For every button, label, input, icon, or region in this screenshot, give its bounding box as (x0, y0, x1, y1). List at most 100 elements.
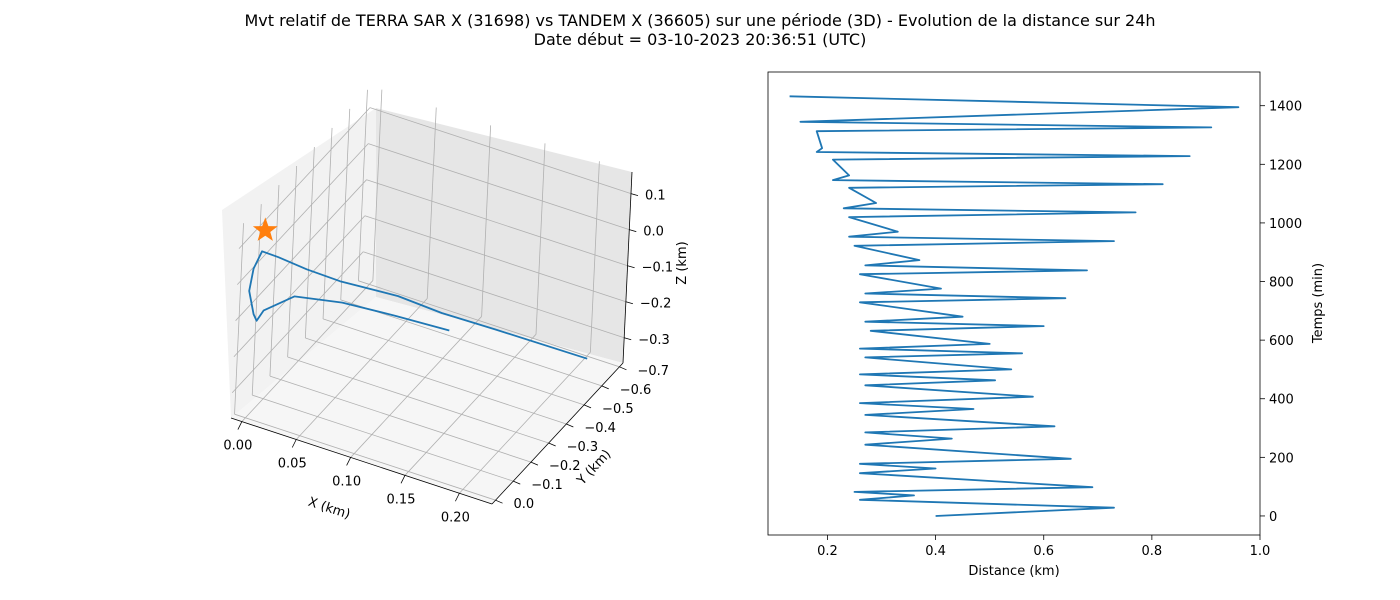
grid-line-y (287, 356, 549, 444)
z-axis-label-3d: Z (km) (675, 241, 690, 284)
pane-floor (231, 297, 623, 504)
grid-line-x (350, 316, 482, 458)
z-tick-label: −0.3 (638, 333, 670, 348)
x-tick-mark (237, 421, 243, 430)
x-tick-label: 0.6 (1033, 544, 1054, 559)
y-tick-label: −0.1 (531, 478, 563, 493)
plot-frame (767, 71, 1261, 536)
x-axis-line (230, 417, 493, 505)
grid-line-z (231, 251, 364, 394)
grid-line-y (358, 280, 620, 368)
grid-line-z (233, 215, 366, 358)
y-tick-label: −0.5 (602, 402, 634, 417)
x-tick-label: 0.8 (1142, 544, 1163, 559)
z-tick-label: 0.1 (645, 189, 666, 204)
pane-left (222, 108, 376, 418)
x-tick-mark (291, 439, 297, 448)
y-tick-label: 800 (1269, 276, 1294, 291)
grid-line-x (481, 125, 492, 317)
z-tick-mark (624, 337, 632, 341)
grid-line-y (358, 89, 368, 281)
grid-line-z (369, 107, 632, 195)
y-tick-label: 400 (1269, 393, 1294, 408)
grid-3d (231, 89, 632, 501)
y-tick-mark (513, 480, 521, 485)
x-tick-label: 0.4 (925, 544, 946, 559)
z-tick-mark (627, 265, 635, 269)
y-tick-label: −0.7 (637, 364, 669, 379)
grid-line-z (236, 143, 369, 285)
plot-3d: 0.00 0.05 0.10 0.15 0.20 0.0 −0.1 −0.2 −0.3 −0.4 −… (222, 89, 690, 526)
pane-back (376, 108, 632, 363)
grid-line-y (340, 108, 351, 300)
grid-line-y (234, 223, 244, 415)
grid-line-z (363, 251, 625, 339)
y-tick-label: −0.3 (567, 440, 599, 455)
ticks-3d: 0.00 0.05 0.10 0.15 0.20 0.0 −0.1 −0.2 −0.3 −0.4 −… (223, 189, 673, 526)
grid-line-x (404, 334, 537, 476)
ticks-2d: 0.2 0.4 0.6 0.8 1.0 0 200 400 600 800 1000 1200 1400 (817, 100, 1302, 559)
grid-line-z (235, 179, 367, 321)
plot-2d: 0.2 0.4 0.6 0.8 1.0 0 200 400 600 800 1000 1200 1400… (767, 71, 1326, 579)
z-tick-label: −0.1 (642, 261, 674, 276)
x-axis-label-3d: X (km) (306, 495, 352, 523)
grid-line-x (295, 298, 428, 440)
grid-line-x (535, 143, 546, 335)
y-tick-mark (619, 366, 627, 371)
grid-line-z (368, 143, 630, 231)
x-tick-mark (455, 493, 460, 502)
y-tick-label: 0.0 (514, 497, 535, 512)
grid-line-y (322, 127, 333, 319)
grid-line-y (322, 318, 585, 406)
y-axis-label-2d: Temps (min) (1311, 263, 1326, 344)
x-tick-label: 0.20 (441, 510, 470, 525)
grid-line-y (252, 394, 514, 482)
grid-line-y (340, 299, 602, 387)
series-2d (789, 95, 1240, 517)
figure-title-line1: Mvt relatif de TERRA SAR X (31698) vs TA… (244, 11, 1156, 30)
y-tick-label: 1400 (1269, 100, 1302, 115)
y-tick-mark (495, 499, 503, 504)
grid-line-x (589, 161, 600, 353)
y-axis-line (491, 362, 624, 505)
x-tick-label: 0.2 (817, 544, 838, 559)
grid-line-y (234, 413, 496, 501)
grid-line-y (269, 375, 532, 463)
grid-line-y (287, 166, 298, 358)
y-tick-mark (583, 404, 592, 409)
x-tick-label: 0.15 (387, 492, 416, 507)
series-line-3d (248, 250, 588, 360)
x-axis-label-2d: Distance (km) (968, 564, 1059, 579)
grid-line-y (305, 337, 567, 425)
z-axis-line (622, 171, 633, 364)
series-line-2d (789, 95, 1240, 517)
y-tick-mark (530, 461, 539, 466)
x-tick-label: 0.05 (278, 457, 307, 472)
axis-lines-3d (230, 171, 633, 505)
y-tick-label: 200 (1269, 451, 1294, 466)
y-tick-label: −0.6 (620, 383, 652, 398)
grid-line-z (238, 107, 371, 249)
y-tick-label: 1000 (1269, 217, 1302, 232)
grid-line-x (426, 107, 437, 299)
grid-line-x (372, 89, 383, 281)
x-tick-mark (400, 475, 406, 484)
x-tick-mark (346, 457, 351, 466)
star-marker (252, 217, 278, 241)
z-tick-mark (629, 229, 637, 233)
x-tick-label: 1.0 (1250, 544, 1271, 559)
y-tick-mark (548, 442, 556, 447)
y-tick-label: −0.2 (549, 459, 581, 474)
y-tick-mark (601, 385, 609, 390)
series-3d (248, 217, 588, 360)
z-tick-mark (630, 193, 639, 197)
grid-line-y (304, 146, 315, 338)
z-tick-label: −0.2 (640, 297, 672, 312)
grid-line-z (364, 215, 627, 303)
figure-title-line2: Date début = 03-10-2023 20:36:51 (UTC) (533, 30, 867, 49)
grid-line-z (366, 179, 628, 267)
y-tick-label: −0.4 (584, 421, 616, 436)
y-tick-mark (566, 423, 574, 428)
z-tick-label: 0.0 (643, 225, 664, 240)
